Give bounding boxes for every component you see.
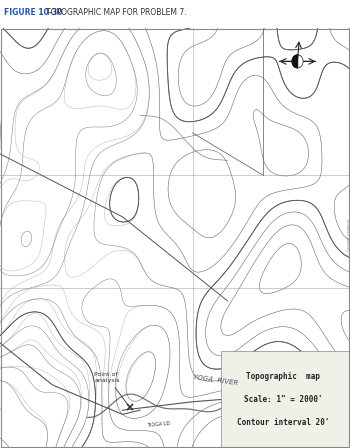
Text: TOPOGRAPHIC MAP FOR PROBLEM 7.: TOPOGRAPHIC MAP FOR PROBLEM 7. [46, 8, 186, 17]
Polygon shape [292, 55, 298, 68]
Circle shape [292, 55, 303, 68]
FancyBboxPatch shape [220, 351, 350, 448]
Text: Point of
analysis: Point of analysis [94, 372, 128, 405]
Text: TIOGA LD: TIOGA LD [147, 421, 171, 428]
Text: Topographic  map: Topographic map [246, 372, 321, 381]
Text: FIGURE 10-30: FIGURE 10-30 [4, 8, 62, 17]
Text: Scale: 1" = 2000': Scale: 1" = 2000' [244, 395, 323, 404]
Text: Contour interval 20': Contour interval 20' [237, 418, 330, 427]
Text: © Cengage Learning: © Cengage Learning [347, 220, 350, 256]
Circle shape [293, 56, 302, 67]
Text: YOGA  RIVER: YOGA RIVER [193, 374, 238, 386]
